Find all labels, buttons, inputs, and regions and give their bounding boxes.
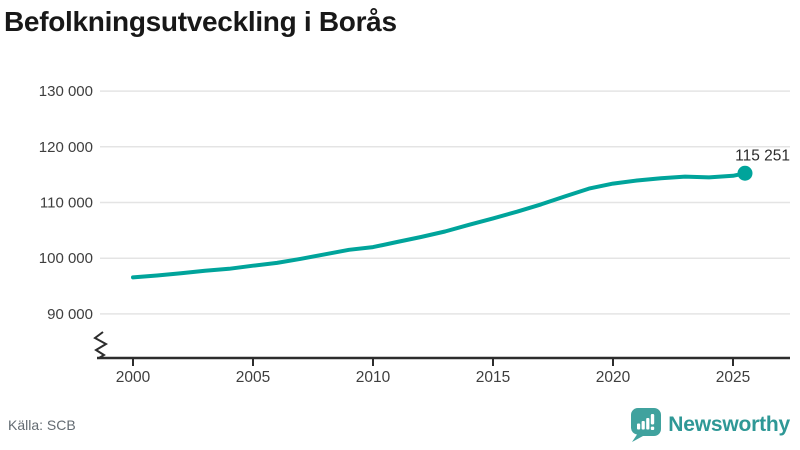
- x-tick-label: 2005: [236, 369, 270, 386]
- y-tick-label: 130 000: [39, 83, 93, 100]
- y-tick-label: 90 000: [47, 306, 93, 323]
- newsworthy-logo: Newsworthy: [630, 408, 790, 442]
- end-value-label: 115 251: [735, 147, 790, 164]
- y-tick-label: 100 000: [39, 250, 93, 267]
- chart-title: Befolkningsutveckling i Borås: [4, 6, 397, 37]
- newsworthy-wordmark: Newsworthy: [668, 413, 790, 436]
- population-series-line: [131, 171, 747, 280]
- x-tick-label: 2025: [716, 369, 750, 386]
- x-tick-label: 2020: [596, 369, 631, 386]
- x-tick-label: 2015: [476, 369, 510, 386]
- y-tick-label: 120 000: [39, 139, 93, 156]
- newsworthy-bar-chart-bubble-icon: [631, 408, 662, 442]
- chart-footer: Källa: SCB Newsworthy: [0, 404, 800, 450]
- x-tick-label: 2000: [116, 369, 151, 386]
- x-tick-label: 2010: [356, 369, 391, 386]
- axis-break-icon: [93, 331, 109, 359]
- source-label: Källa: SCB: [8, 417, 76, 433]
- y-tick-label: 110 000: [40, 195, 93, 212]
- end-point-dot: [737, 165, 753, 181]
